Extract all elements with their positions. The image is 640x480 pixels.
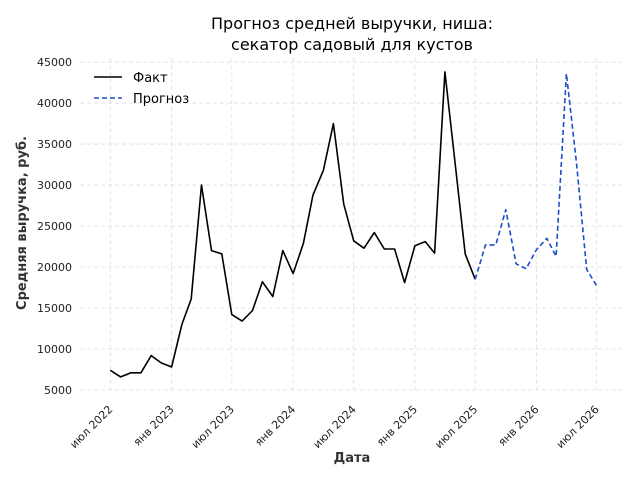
- y-tick-label: 25000: [37, 220, 72, 233]
- series-layer: [109, 71, 598, 378]
- y-tick-label: 5000: [44, 384, 72, 397]
- legend: Факт Прогноз: [94, 71, 189, 107]
- grid: [80, 58, 622, 391]
- x-axis-title: Дата: [334, 451, 371, 466]
- y-tick-label: 15000: [37, 302, 72, 315]
- chart-title-line-1: Прогноз средней выручки, ниша:: [211, 14, 493, 33]
- chart-title-line-2: секатор садовый для кустов: [231, 35, 473, 54]
- y-axis-title: Средняя выручка, руб.: [15, 136, 30, 310]
- x-tick-label: янв 2024: [252, 403, 298, 449]
- x-tick-label: июл 2026: [554, 403, 602, 451]
- x-tick-label: янв 2023: [131, 403, 177, 449]
- y-tick-label: 40000: [37, 97, 72, 110]
- x-tick-label: июл 2025: [432, 403, 480, 451]
- series-line-forecast: [474, 72, 598, 287]
- legend-label-fact: Факт: [133, 71, 168, 86]
- x-axis-ticks: июл 2022 янв 2023 июл 2023 янв 2024 июл 2024…: [67, 403, 601, 451]
- y-axis-ticks: 5000 10000 15000 20000 25000 30000 35000 40000 4…: [37, 56, 72, 397]
- y-tick-label: 20000: [37, 261, 72, 274]
- y-tick-label: 35000: [37, 138, 72, 151]
- y-tick-label: 45000: [37, 56, 72, 69]
- legend-label-forecast: Прогноз: [133, 92, 189, 107]
- y-tick-label: 30000: [37, 179, 72, 192]
- x-tick-label: июл 2024: [311, 403, 359, 451]
- x-tick-label: янв 2026: [496, 403, 542, 449]
- y-tick-label: 10000: [37, 343, 72, 356]
- x-tick-label: июл 2022: [67, 403, 115, 451]
- x-tick-label: янв 2025: [374, 403, 420, 449]
- x-tick-label: июл 2023: [189, 403, 237, 451]
